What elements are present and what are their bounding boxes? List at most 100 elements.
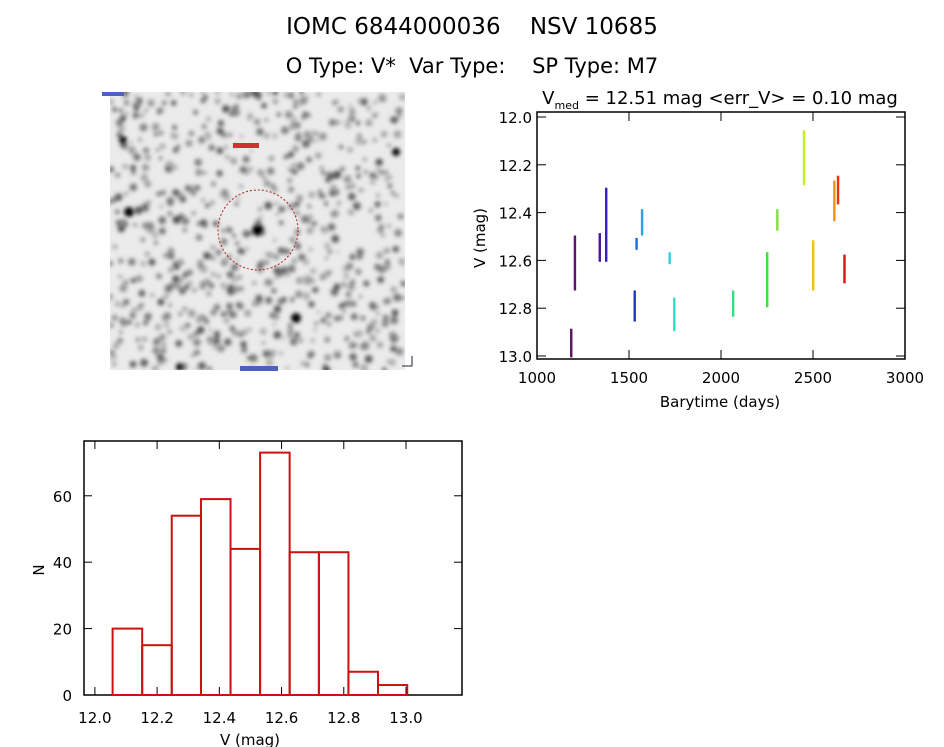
- star: [142, 222, 149, 230]
- star: [138, 302, 145, 308]
- star: [137, 102, 142, 107]
- star: [362, 341, 369, 348]
- data-point: [633, 308, 636, 312]
- data-point: [766, 290, 769, 294]
- star: [259, 328, 267, 335]
- star: [360, 364, 368, 370]
- data-point: [640, 215, 644, 218]
- data-point: [833, 182, 836, 185]
- star: [390, 286, 397, 293]
- star: [358, 294, 363, 299]
- star: [202, 171, 206, 175]
- star: [320, 194, 326, 199]
- star: [157, 360, 163, 366]
- star: [138, 344, 144, 351]
- data-point: [673, 317, 676, 320]
- star: [300, 361, 305, 366]
- data-point: [812, 288, 815, 291]
- star: [242, 156, 250, 163]
- star: [178, 312, 183, 316]
- star: [132, 102, 138, 108]
- star: [179, 196, 187, 203]
- star: [226, 226, 232, 233]
- data-point: [843, 278, 846, 282]
- data-point: [812, 242, 815, 245]
- target-circle: [217, 189, 299, 271]
- star: [287, 264, 296, 273]
- star: [312, 286, 318, 293]
- star: [355, 268, 362, 275]
- star: [180, 92, 187, 96]
- star: [306, 352, 314, 359]
- data-point: [640, 209, 644, 212]
- star: [134, 322, 140, 328]
- star: [303, 275, 312, 283]
- star: [387, 143, 391, 148]
- data-point: [605, 227, 608, 230]
- star: [337, 106, 344, 113]
- data-point: [836, 197, 840, 201]
- star: [283, 248, 291, 255]
- star: [210, 245, 216, 251]
- star: [319, 136, 324, 141]
- star: [138, 290, 146, 297]
- data-point: [598, 243, 601, 246]
- star: [217, 120, 224, 127]
- data-point: [766, 270, 769, 273]
- star: [293, 104, 298, 109]
- star: [274, 274, 279, 279]
- data-point: [731, 292, 735, 295]
- star: [289, 120, 296, 127]
- star: [215, 249, 222, 256]
- data-point: [570, 338, 573, 342]
- data-point: [776, 216, 779, 220]
- data-point: [731, 298, 735, 301]
- star: [168, 162, 175, 169]
- star: [261, 102, 267, 109]
- data-point: [833, 190, 836, 193]
- star: [307, 220, 311, 224]
- star: [308, 214, 313, 219]
- star: [306, 226, 314, 235]
- star: [302, 258, 310, 266]
- data-point: [605, 187, 608, 191]
- data-point: [802, 178, 806, 182]
- data-point: [605, 249, 608, 252]
- star: [349, 353, 357, 361]
- data-point: [766, 296, 769, 300]
- data-point: [605, 231, 608, 234]
- star: [224, 338, 232, 346]
- data-point: [640, 231, 644, 234]
- star: [278, 205, 286, 213]
- star: [295, 132, 302, 139]
- star: [400, 296, 405, 300]
- star: [296, 194, 304, 202]
- data-point: [673, 297, 676, 301]
- data-point: [766, 254, 769, 257]
- data-point: [766, 280, 769, 283]
- star: [144, 180, 152, 188]
- data-point: [776, 209, 779, 212]
- data-point: [836, 187, 840, 191]
- data-point: [605, 255, 608, 258]
- star: [129, 360, 137, 368]
- star: [308, 247, 313, 252]
- star: [226, 254, 232, 260]
- star: [226, 270, 234, 279]
- data-point: [802, 150, 806, 153]
- data-point: [573, 275, 577, 279]
- star: [379, 224, 385, 230]
- star: [182, 271, 188, 278]
- data-point: [802, 180, 806, 184]
- star: [187, 280, 193, 286]
- star: [388, 175, 393, 179]
- star: [223, 144, 229, 150]
- data-point: [766, 286, 769, 290]
- data-point: [812, 248, 815, 251]
- histogram-bar: [229, 547, 262, 697]
- data-point: [598, 249, 601, 252]
- star: [189, 92, 194, 98]
- data-point: [633, 298, 636, 302]
- star: [264, 201, 273, 210]
- star: [111, 314, 118, 321]
